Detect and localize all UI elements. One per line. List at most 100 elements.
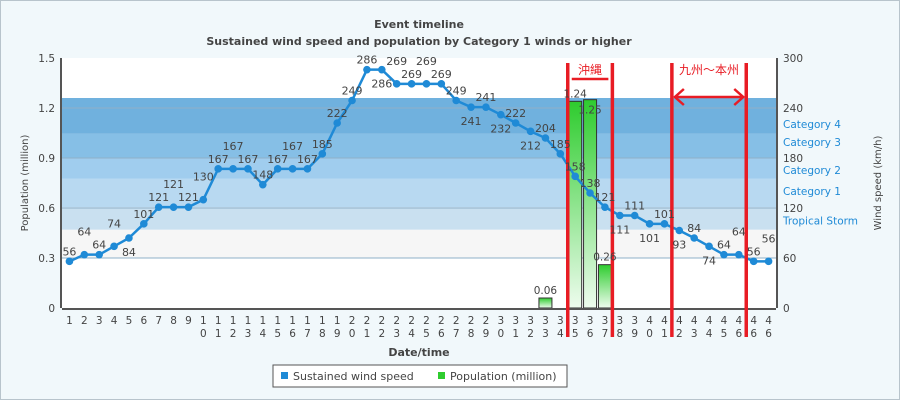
y-tick-left: 1.2: [38, 103, 55, 115]
wind-speed-point: [303, 165, 312, 173]
wind-speed-point: [199, 195, 208, 204]
wind-speed-point: [720, 250, 728, 259]
wind-speed-point: [601, 203, 609, 211]
legend-label-wind: Sustained wind speed: [293, 370, 414, 383]
wind-speed-data-label: 286: [356, 54, 377, 67]
wind-speed-point: [95, 250, 103, 259]
wind-speed-point: [497, 110, 505, 119]
wind-speed-point: [764, 257, 773, 266]
wind-speed-data-label: 167: [237, 153, 258, 166]
wind-speed-data-label: 84: [122, 246, 136, 259]
wind-speed-data-label: 167: [282, 140, 303, 153]
wind-speed-data-label: 121: [594, 191, 615, 204]
wind-speed-data-label: 111: [624, 200, 645, 213]
x-tick-label: 1: [66, 315, 73, 327]
wind-speed-data-label: 64: [732, 226, 746, 239]
wind-speed-data-label: 269: [401, 68, 422, 81]
y-axis-right-label: Wind speed (km/h): [873, 136, 884, 231]
wind-speed-point: [333, 119, 341, 127]
wind-speed-point: [407, 80, 416, 88]
population-data-label: 0.26: [593, 252, 617, 264]
wind-speed-data-label: 148: [252, 169, 273, 182]
wind-speed-data-label: 167: [267, 153, 288, 166]
y-tick-right: 300: [783, 53, 803, 65]
wind-speed-data-label: 121: [163, 178, 184, 191]
wind-speed-point: [244, 165, 252, 173]
wind-speed-point: [154, 203, 163, 211]
wind-speed-data-label: 101: [639, 232, 660, 245]
wind-speed-data-label: 167: [297, 153, 318, 166]
wind-speed-data-label: 269: [431, 68, 452, 81]
y-tick-left: 0: [48, 303, 55, 315]
x-axis-label: Date/time: [388, 346, 449, 359]
legend-item-population[interactable]: Population (million): [438, 370, 557, 383]
plot-band: [62, 207, 776, 230]
wind-speed-data-label: 84: [687, 222, 701, 235]
wind-speed-data-label: 101: [133, 208, 154, 221]
wind-speed-data-label: 249: [446, 85, 467, 98]
wind-speed-point: [140, 220, 148, 228]
wind-speed-point: [630, 211, 639, 220]
wind-speed-point: [749, 257, 758, 266]
wind-speed-data-label: 64: [92, 239, 106, 252]
wind-speed-data-label: 185: [550, 138, 571, 151]
legend-swatch-population: [438, 372, 445, 379]
wind-speed-data-label: 121: [178, 191, 199, 204]
plot-band-label: Category 4: [783, 119, 841, 131]
wind-speed-point: [229, 165, 237, 173]
wind-speed-point: [378, 65, 386, 74]
wind-speed-data-label: 241: [475, 91, 496, 104]
legend-item-wind[interactable]: Sustained wind speed: [281, 370, 414, 383]
wind-speed-point: [660, 220, 669, 228]
wind-speed-point: [645, 220, 654, 228]
y-tick-left: 1.5: [38, 53, 55, 65]
wind-speed-data-label: 56: [62, 245, 76, 258]
annotation-double-arrow: [672, 88, 746, 106]
wind-speed-point: [273, 165, 282, 173]
wind-speed-point: [526, 127, 535, 136]
wind-speed-data-label: 111: [609, 224, 630, 237]
population-bar: [568, 100, 583, 309]
wind-speed-data-label: 93: [672, 239, 686, 252]
population-data-label: 1.25: [578, 105, 601, 117]
wind-speed-data-label: 185: [312, 138, 333, 151]
wind-speed-data-label: 121: [148, 191, 169, 204]
wind-speed-point: [735, 250, 743, 259]
x-tick-label: 7: [155, 315, 162, 327]
chart-title: Event timeline: [374, 18, 464, 31]
wind-speed-point: [422, 80, 431, 88]
x-tick-label: 8: [170, 315, 177, 327]
wind-speed-data-label: 56: [762, 232, 776, 245]
y-tick-right: 120: [783, 203, 803, 215]
wind-speed-point: [348, 96, 356, 105]
plot-band: [62, 158, 776, 179]
chart-subtitle: Sustained wind speed and population by C…: [206, 35, 632, 48]
wind-speed-point: [482, 103, 490, 111]
annotation-label: 沖縄: [578, 62, 602, 77]
wind-speed-point: [214, 165, 222, 173]
wind-speed-point: [110, 242, 118, 251]
wind-speed-point: [616, 211, 624, 220]
wind-speed-data-label: 269: [416, 55, 437, 68]
